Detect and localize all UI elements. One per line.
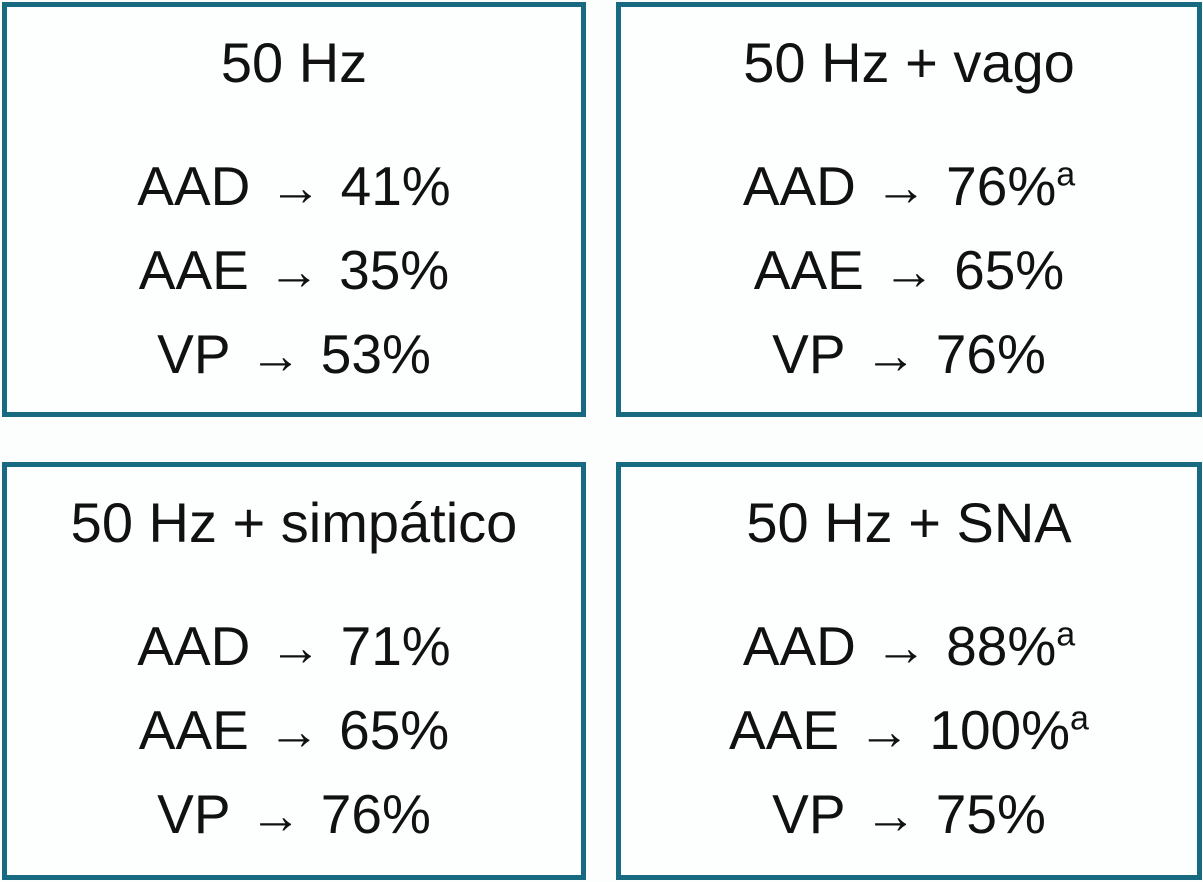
percentage-value: 65% <box>339 699 450 761</box>
result-row: VP → 75% <box>621 773 1197 857</box>
site-label: AAD <box>137 615 251 677</box>
site-label: VP <box>157 783 231 845</box>
right-arrow-icon: → <box>269 159 322 217</box>
right-arrow-icon: → <box>864 787 917 845</box>
site-label: AAD <box>742 615 856 677</box>
right-arrow-icon: → <box>267 243 321 301</box>
result-row: VP → 76% <box>7 773 581 857</box>
right-arrow-icon: → <box>249 787 302 845</box>
result-row: AAE → 35% <box>7 229 581 313</box>
right-arrow-icon: → <box>864 327 917 385</box>
panel-title: 50 Hz + SNA <box>746 491 1072 554</box>
right-arrow-icon: → <box>267 703 321 761</box>
result-row: AAD → 88%a <box>621 605 1197 689</box>
site-label: AAD <box>137 155 251 217</box>
panel-50hz-sna: 50 Hz + SNA AAD → 88%a AAE → 100%a VP → 75% <box>616 462 1202 880</box>
panel-title: 50 Hz + vago <box>743 31 1075 94</box>
right-arrow-icon: → <box>874 159 928 217</box>
percentage-value: 71% <box>340 615 451 677</box>
right-arrow-icon: → <box>269 619 322 677</box>
site-label: VP <box>772 323 846 385</box>
percentage-value: 41% <box>340 155 451 217</box>
panel-50hz: 50 Hz AAD → 41% AAE → 35% VP → 53% <box>2 2 586 417</box>
percentage-value: 76% <box>946 155 1057 217</box>
site-label: AAD <box>742 155 856 217</box>
percentage-value: 53% <box>320 323 431 385</box>
result-row: AAE → 65% <box>621 229 1197 313</box>
site-label: VP <box>772 783 846 845</box>
results-list: AAD → 41% AAE → 35% VP → 53% <box>7 145 581 397</box>
result-row: AAD → 76%a <box>621 145 1197 229</box>
right-arrow-icon: → <box>882 243 936 301</box>
percentage-value: 76% <box>320 783 431 845</box>
footnote-marker: a <box>1056 615 1076 654</box>
percentage-value: 65% <box>954 239 1065 301</box>
percentage-value: 76% <box>935 323 1046 385</box>
right-arrow-icon: → <box>249 327 302 385</box>
results-list: AAD → 76%a AAE → 65% VP → 76% <box>621 145 1197 397</box>
panel-title: 50 Hz <box>220 31 368 94</box>
result-row: AAE → 100%a <box>621 689 1197 773</box>
footnote-marker: a <box>1070 699 1089 738</box>
results-list: AAD → 71% AAE → 65% VP → 76% <box>7 605 581 857</box>
results-list: AAD → 88%a AAE → 100%a VP → 75% <box>621 605 1197 857</box>
result-row: VP → 76% <box>621 313 1197 397</box>
footnote-marker: a <box>1056 155 1076 194</box>
percentage-value: 35% <box>339 239 450 301</box>
result-row: AAE → 65% <box>7 689 581 773</box>
site-label: AAE <box>138 239 249 301</box>
percentage-value: 75% <box>935 783 1046 845</box>
right-arrow-icon: → <box>858 703 911 761</box>
result-row: AAD → 71% <box>7 605 581 689</box>
result-row: VP → 53% <box>7 313 581 397</box>
right-arrow-icon: → <box>874 619 928 677</box>
panel-50hz-simpatico: 50 Hz + simpático AAD → 71% AAE → 65% VP → 76% <box>2 462 586 880</box>
site-label: AAE <box>729 699 840 761</box>
percentage-value: 100% <box>929 699 1071 761</box>
panel-50hz-vago: 50 Hz + vago AAD → 76%a AAE → 65% VP → 76% <box>616 2 1202 417</box>
site-label: AAE <box>753 239 864 301</box>
site-label: AAE <box>138 699 249 761</box>
panel-title: 50 Hz + simpático <box>70 491 518 554</box>
result-row: AAD → 41% <box>7 145 581 229</box>
site-label: VP <box>157 323 231 385</box>
percentage-value: 88% <box>946 615 1057 677</box>
